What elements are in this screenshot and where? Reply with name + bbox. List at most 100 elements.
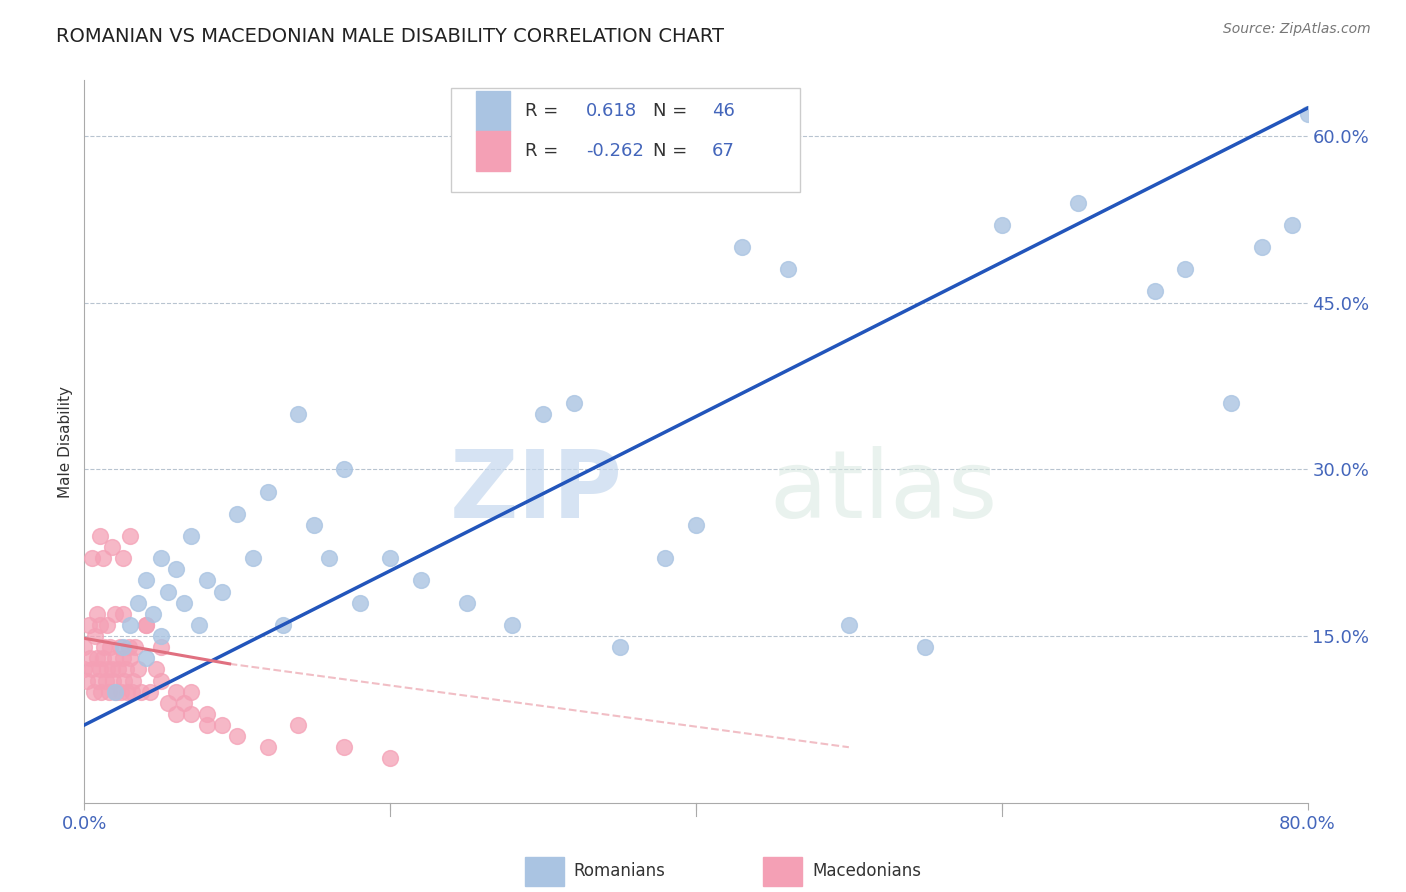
Point: [173, 696, 195, 710]
Point: [73, 662, 96, 676]
Point: [180, 684, 202, 698]
Point: [211, 584, 233, 599]
Point: [149, 640, 172, 655]
Point: [91, 551, 114, 566]
Text: Source: ZipAtlas.com: Source: ZipAtlas.com: [1223, 22, 1371, 37]
Point: [226, 729, 249, 743]
Point: [104, 684, 127, 698]
Point: [142, 607, 165, 621]
Point: [776, 262, 799, 277]
Point: [80, 551, 103, 566]
Point: [98, 640, 121, 655]
Point: [211, 718, 233, 732]
Point: [180, 529, 202, 543]
Point: [302, 517, 325, 532]
Point: [127, 596, 149, 610]
Point: [145, 662, 167, 676]
Point: [195, 718, 218, 732]
Point: [111, 607, 134, 621]
Point: [84, 629, 107, 643]
Point: [333, 462, 356, 476]
Point: [165, 706, 187, 721]
Point: [1281, 218, 1303, 232]
Point: [157, 696, 180, 710]
Point: [114, 662, 136, 676]
Point: [838, 618, 860, 632]
Point: [120, 651, 142, 665]
Point: [87, 673, 110, 688]
Point: [173, 596, 195, 610]
Point: [380, 751, 402, 765]
Point: [1250, 240, 1272, 254]
Point: [991, 218, 1014, 232]
Point: [165, 684, 187, 698]
Point: [135, 651, 157, 665]
Point: [135, 618, 157, 632]
Point: [104, 651, 127, 665]
Point: [226, 507, 249, 521]
Point: [242, 551, 264, 566]
Point: [333, 740, 356, 755]
Point: [103, 673, 125, 688]
Text: Macedonians: Macedonians: [813, 862, 921, 880]
Point: [80, 662, 103, 676]
Text: Romanians: Romanians: [574, 862, 665, 880]
Point: [77, 618, 100, 632]
Point: [120, 529, 142, 543]
Text: -0.262: -0.262: [586, 142, 644, 160]
Point: [1174, 262, 1197, 277]
Point: [115, 684, 138, 698]
Point: [122, 673, 145, 688]
Point: [502, 618, 524, 632]
Point: [271, 618, 294, 632]
Point: [101, 662, 124, 676]
Point: [731, 240, 754, 254]
FancyBboxPatch shape: [451, 87, 800, 193]
Point: [110, 684, 132, 698]
Point: [165, 562, 187, 576]
FancyBboxPatch shape: [763, 857, 803, 886]
Point: [195, 706, 218, 721]
Point: [149, 551, 172, 566]
Point: [135, 618, 157, 632]
Point: [97, 684, 120, 698]
Point: [86, 607, 108, 621]
Point: [188, 618, 211, 632]
Point: [609, 640, 631, 655]
Point: [94, 673, 117, 688]
Text: N =: N =: [654, 142, 693, 160]
Point: [93, 640, 115, 655]
Point: [96, 618, 118, 632]
Y-axis label: Male Disability: Male Disability: [58, 385, 73, 498]
Point: [380, 551, 402, 566]
Text: 0.618: 0.618: [586, 103, 637, 120]
Point: [149, 673, 172, 688]
Point: [685, 517, 707, 532]
Point: [180, 706, 202, 721]
FancyBboxPatch shape: [475, 131, 510, 170]
Point: [76, 673, 98, 688]
Point: [89, 529, 111, 543]
Point: [120, 618, 142, 632]
Point: [121, 684, 143, 698]
Point: [1067, 195, 1090, 210]
Point: [349, 596, 371, 610]
Point: [257, 484, 280, 499]
Point: [91, 651, 114, 665]
Point: [124, 640, 146, 655]
Point: [409, 574, 432, 588]
Point: [139, 684, 162, 698]
Text: ROMANIAN VS MACEDONIAN MALE DISABILITY CORRELATION CHART: ROMANIAN VS MACEDONIAN MALE DISABILITY C…: [56, 27, 724, 45]
Point: [318, 551, 340, 566]
Point: [157, 584, 180, 599]
Text: 46: 46: [711, 103, 735, 120]
Point: [914, 640, 936, 655]
Point: [129, 684, 152, 698]
Point: [112, 673, 135, 688]
Text: atlas: atlas: [769, 446, 998, 538]
Point: [105, 684, 128, 698]
Point: [101, 540, 124, 554]
Point: [149, 629, 172, 643]
Point: [104, 607, 127, 621]
Point: [79, 651, 101, 665]
